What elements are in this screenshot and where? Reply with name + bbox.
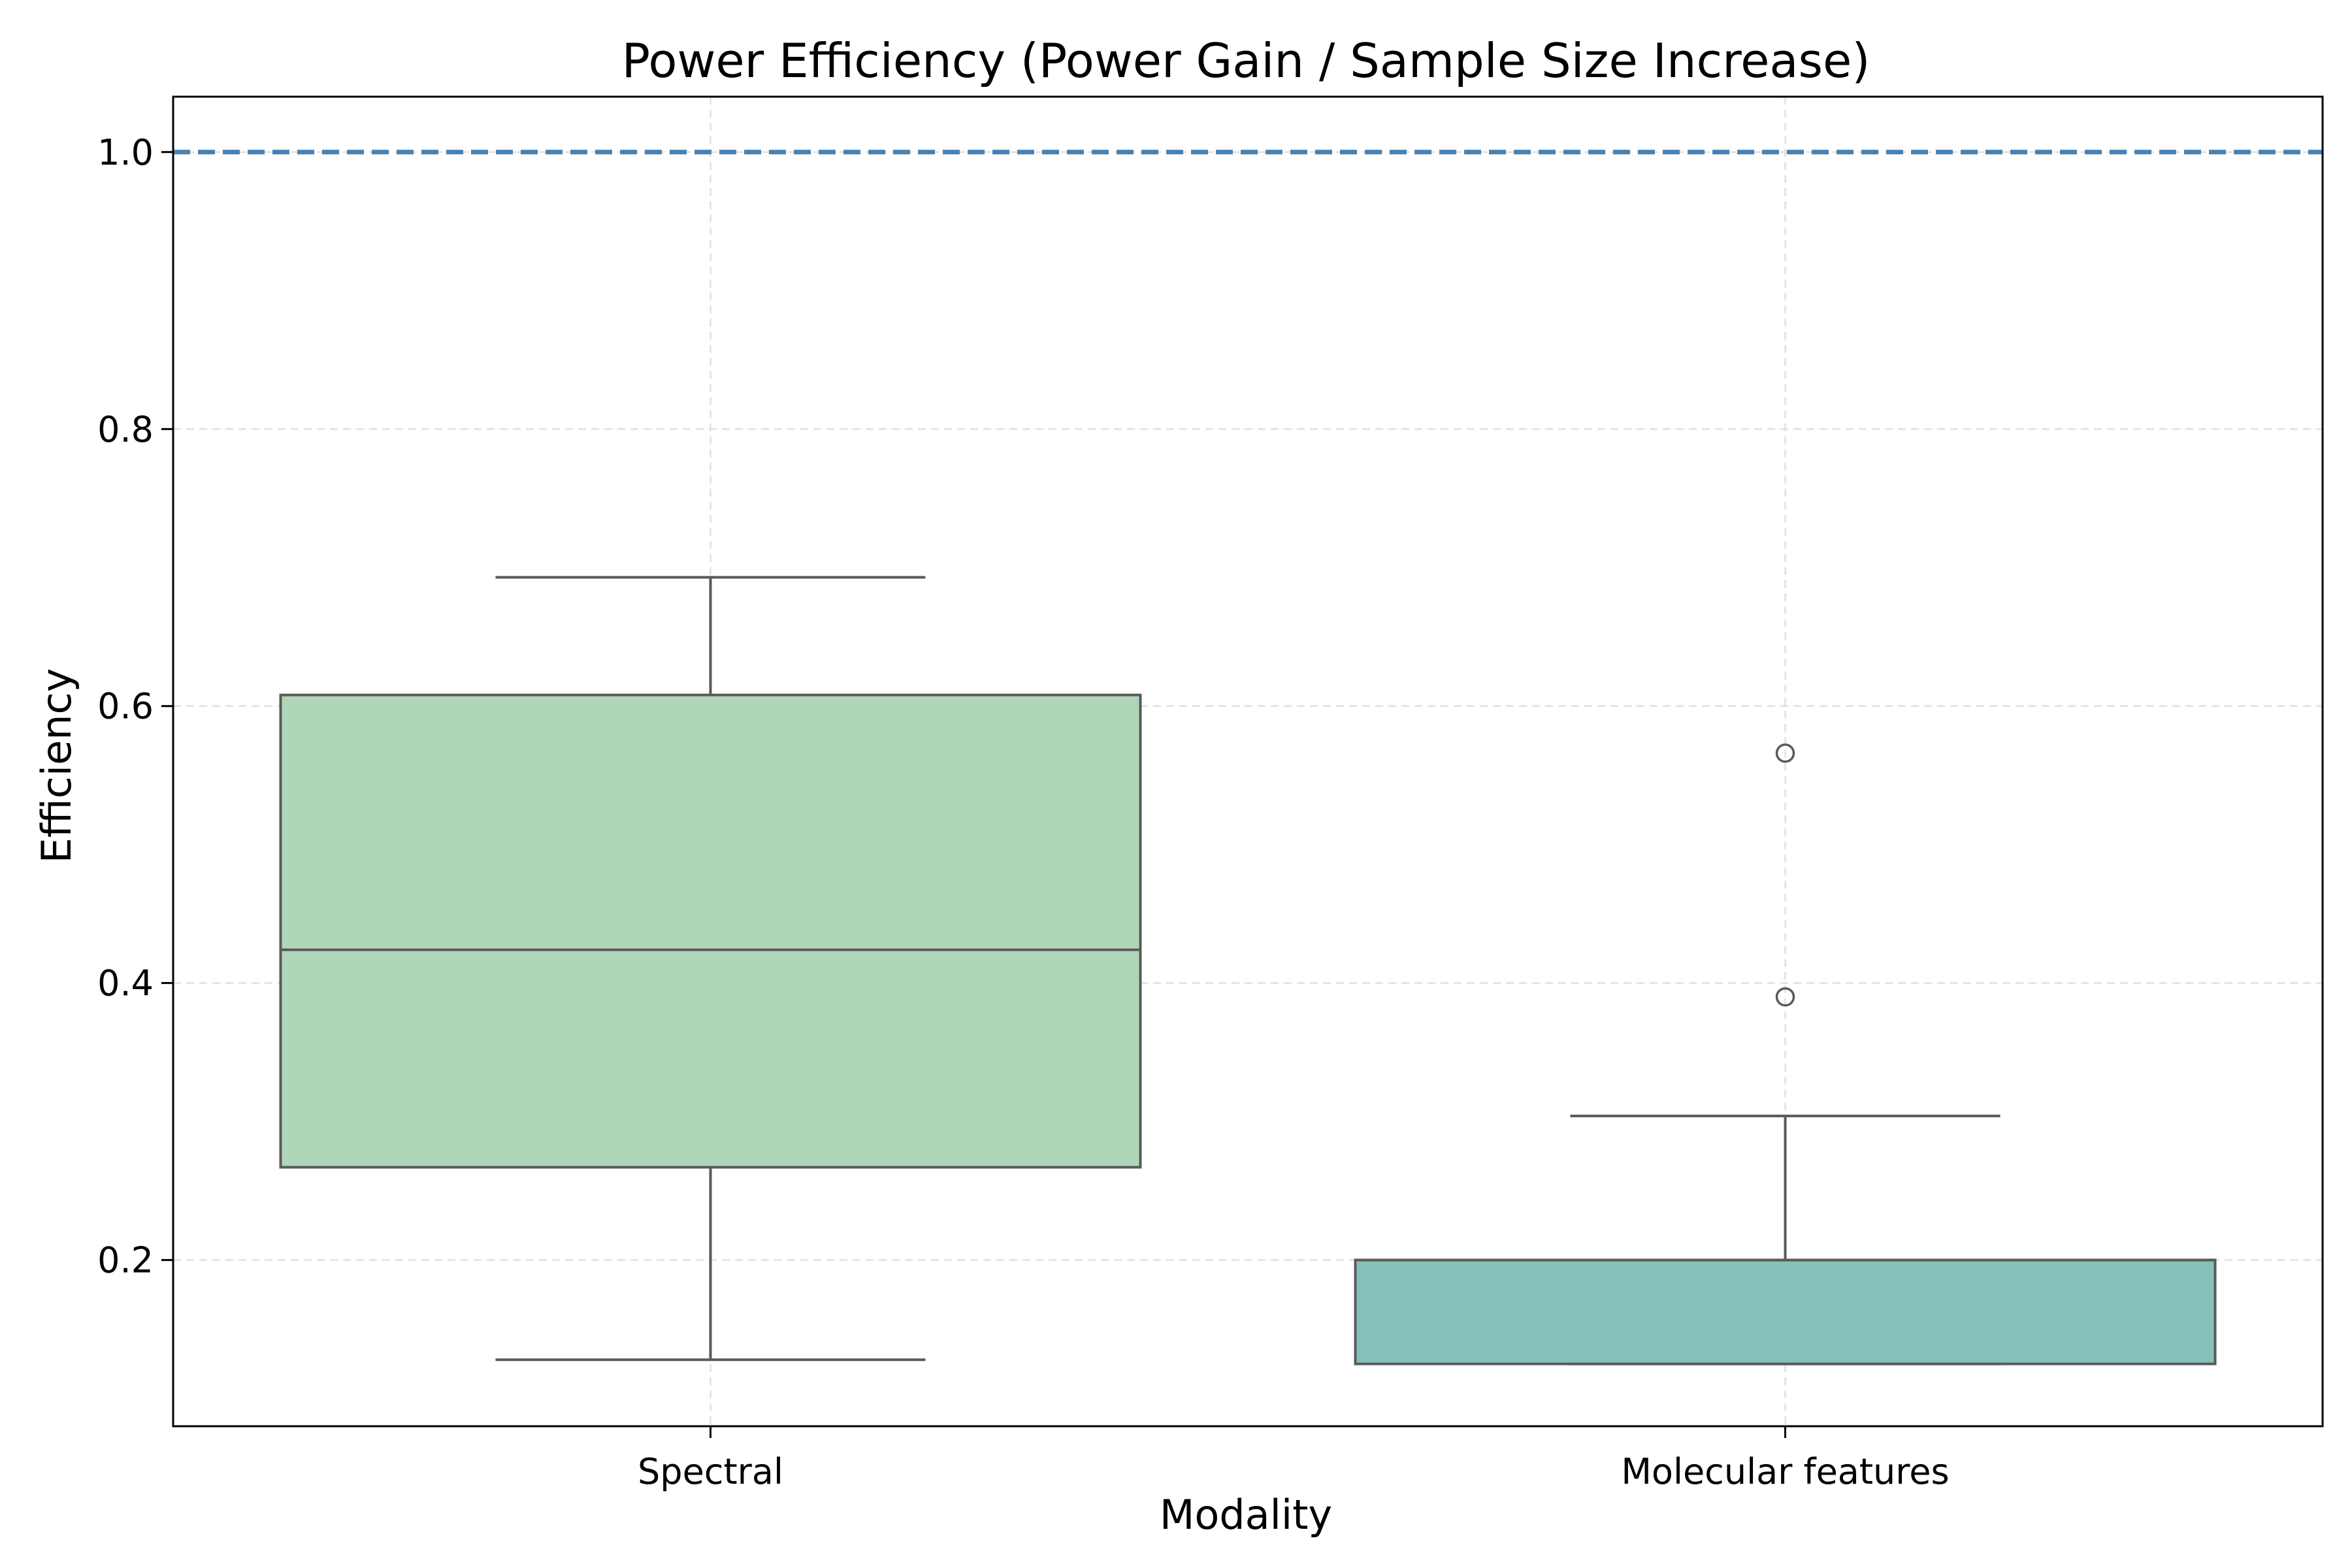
box [1354,1258,2217,1365]
y-tick-label: 0.8 [97,409,154,450]
chart-title: Power Efficiency (Power Gain / Sample Si… [622,33,1870,88]
y-tick-label: 1.0 [97,132,154,173]
axis-ticks-layer: 0.2 0.4 0.6 0.8 1.0 Spectral Molecular feature… [97,132,1950,1492]
x-axis-label: Modality [1160,1491,1332,1539]
y-axis-label: Efficiency [33,668,80,864]
box-group [1354,743,2217,1365]
x-tick-label: Molecular features [1621,1451,1949,1492]
box-group [279,576,1142,1362]
boxes-layer [279,576,2217,1365]
outlier-point [1775,987,1795,1007]
box [279,693,1142,1169]
outlier-point [1775,743,1795,763]
y-tick-label: 0.4 [97,963,154,1004]
y-tick-label: 0.6 [97,686,154,727]
plot-frame [172,95,2324,1428]
x-tick-label: Spectral [638,1451,783,1492]
y-tick-label: 0.2 [97,1240,154,1281]
